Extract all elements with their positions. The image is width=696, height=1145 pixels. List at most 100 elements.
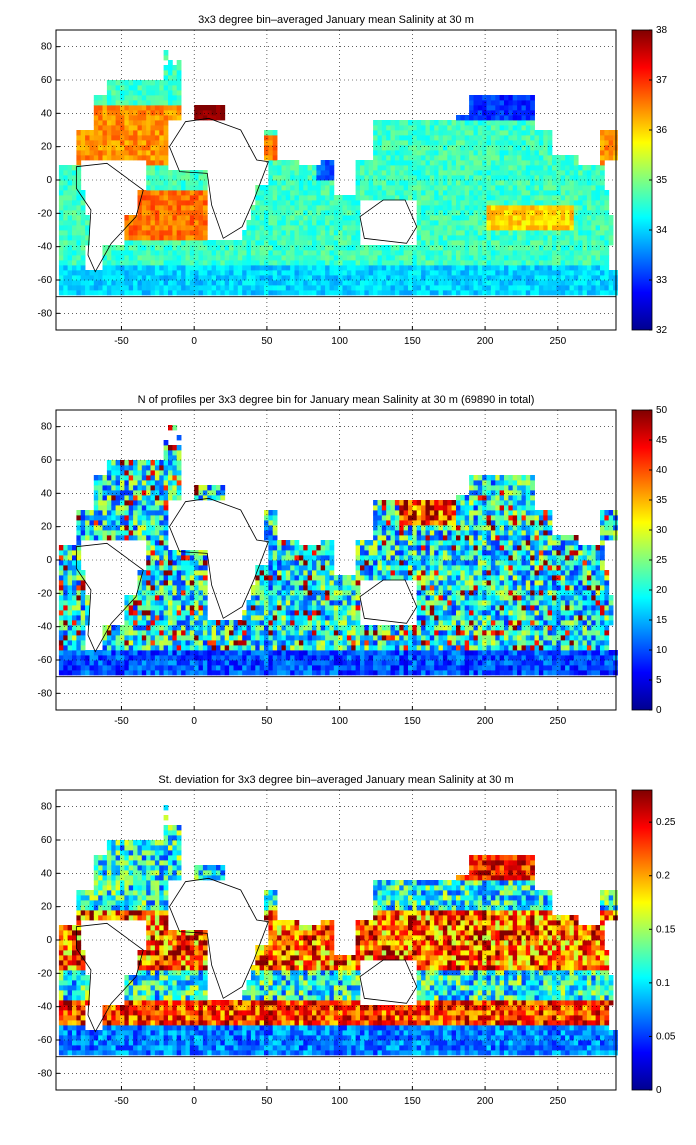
data-cell [347,275,352,280]
data-cell [347,210,352,215]
data-cell [360,160,365,165]
data-cell [373,145,378,150]
data-cell [426,240,431,245]
data-cell [72,620,77,625]
data-cell [517,215,522,220]
data-cell [570,200,575,205]
data-cell [478,215,483,220]
data-cell [460,265,465,270]
data-cell [508,265,513,270]
data-cell [242,230,247,235]
data-cell [308,240,313,245]
data-cell [199,285,204,290]
data-cell [186,665,191,670]
data-cell [316,235,321,240]
data-cell [469,240,474,245]
data-cell [63,640,68,645]
data-cell [295,255,300,260]
data-cell [268,220,273,225]
data-cell [508,105,513,110]
data-cell [491,200,496,205]
data-cell [574,260,579,265]
data-cell [199,290,204,295]
data-cell [330,180,335,185]
data-cell [426,155,431,160]
data-cell [220,630,225,635]
data-cell [186,245,191,250]
data-cell [194,245,199,250]
data-cell [111,275,116,280]
data-cell [417,280,422,285]
data-cell [72,260,77,265]
data-cell [277,270,282,275]
data-cell [146,665,151,670]
data-cell [434,140,439,145]
data-cell [120,105,125,110]
data-cell [522,140,527,145]
data-cell [90,135,95,140]
data-cell [155,470,160,475]
data-cell [482,230,487,235]
data-cell [439,270,444,275]
data-cell [543,255,548,260]
data-cell [260,650,265,655]
data-cell [159,260,164,265]
data-cell [260,290,265,295]
data-cell [116,120,121,125]
data-cell [81,210,86,215]
data-cell [151,270,156,275]
data-cell [159,510,164,515]
data-cell [268,550,273,555]
data-cell [469,145,474,150]
data-cell [164,95,169,100]
data-cell [107,100,112,105]
data-cell [412,270,417,275]
data-cell [596,275,601,280]
data-cell [364,160,369,165]
data-cell [151,160,156,165]
data-cell [286,250,291,255]
data-cell [164,475,169,480]
data-cell [456,160,461,165]
data-cell [382,245,387,250]
data-cell [164,195,169,200]
data-cell [434,200,439,205]
data-cell [124,645,129,650]
data-cell [273,615,278,620]
data-cell [181,575,186,580]
data-cell [111,655,116,660]
data-cell [543,230,548,235]
data-cell [517,205,522,210]
data-cell [325,235,330,240]
data-cell [500,165,505,170]
data-cell [395,265,400,270]
data-cell [194,270,199,275]
data-cell [517,225,522,230]
data-cell [574,220,579,225]
data-cell [282,185,287,190]
data-cell [59,170,64,175]
data-cell [146,460,151,465]
data-cell [129,495,134,500]
data-cell [107,650,112,655]
data-cell [181,670,186,675]
data-cell [543,280,548,285]
data-cell [604,130,609,135]
data-cell [203,220,208,225]
data-cell [543,260,548,265]
data-cell [133,285,138,290]
data-cell [63,625,68,630]
data-cell [552,175,557,180]
data-cell [190,230,195,235]
data-cell [369,165,374,170]
data-cell [408,135,413,140]
data-cell [151,275,156,280]
data-cell [404,160,409,165]
data-cell [430,170,435,175]
data-cell [596,260,601,265]
data-cell [277,235,282,240]
data-cell [382,270,387,275]
data-cell [133,520,138,525]
data-cell [138,640,143,645]
data-cell [412,130,417,135]
